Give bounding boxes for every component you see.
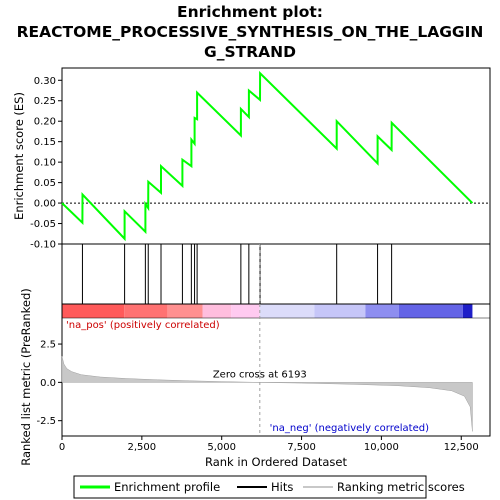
- es-ytick-label: -0.10: [30, 240, 56, 251]
- color-bar-segment: [167, 304, 203, 318]
- color-bar-segment: [231, 304, 260, 318]
- color-bar-segment: [462, 304, 473, 318]
- rank-ylabel: Ranked list metric (PreRanked): [19, 288, 33, 466]
- rank-xtick-label: 10,000: [364, 442, 399, 453]
- legend-hits-label: Hits: [271, 480, 293, 494]
- zero-cross-label: Zero cross at 6193: [213, 369, 307, 380]
- color-bar-segment: [398, 304, 463, 318]
- ranking-metric-area: [61, 356, 473, 432]
- rank-xtick-label: 0: [59, 442, 65, 453]
- chart-title-line2: REACTOME_PROCESSIVE_SYNTHESIS_ON_THE_LAG…: [17, 23, 484, 41]
- es-ytick-label: -0.05: [30, 219, 56, 230]
- rank-xtick-label: 2,500: [128, 442, 157, 453]
- rank-panel: Zero cross at 6193 'na_pos' (positively …: [19, 244, 491, 469]
- legend-ranking-label: Ranking metric scores: [337, 480, 465, 494]
- color-bar-segment: [259, 304, 315, 318]
- es-ylabel: Enrichment score (ES): [12, 92, 26, 220]
- color-bar-segment: [62, 304, 125, 318]
- rank-xlabel: Rank in Ordered Dataset: [205, 455, 348, 469]
- color-bar-segment: [202, 304, 232, 318]
- color-bar-segment: [124, 304, 168, 318]
- chart-title-line3: G_STRAND: [204, 43, 296, 61]
- legend-enrichment-label: Enrichment profile: [114, 480, 220, 494]
- rank-ytick-label: 2.5: [40, 340, 56, 351]
- hits-panel: [61, 243, 491, 305]
- color-bar-segment: [314, 304, 366, 318]
- rank-xtick-label: 12,500: [444, 442, 479, 453]
- es-ytick-label: 0.15: [34, 137, 56, 148]
- enrichment-profile-line: [61, 70, 474, 242]
- hits-panel-frame: [61, 243, 491, 305]
- color-bar: [61, 303, 491, 319]
- color-bar-segment: [365, 304, 399, 318]
- rank-ytick-label: -2.5: [36, 416, 56, 427]
- rank-xtick-label: 7,500: [287, 442, 316, 453]
- rank-xtick-label: 5,000: [207, 442, 236, 453]
- legend: Enrichment profile Hits Ranking metric s…: [73, 475, 465, 499]
- es-ytick-label: 0.00: [34, 199, 56, 210]
- es-ytick-label: 0.05: [34, 178, 56, 189]
- es-ytick-label: 0.30: [34, 76, 56, 87]
- pos-correlated-label: 'na_pos' (positively correlated): [66, 320, 220, 331]
- es-ytick-label: 0.10: [34, 158, 56, 169]
- es-ytick-label: 0.20: [34, 117, 56, 128]
- chart-title-line1: Enrichment plot:: [177, 3, 323, 21]
- neg-correlated-label: 'na_neg' (negatively correlated): [270, 423, 429, 434]
- es-panel: -0.10 -0.05 0.00 0.05 0.10 0.15 0.20 0.25 0.30 E…: [12, 67, 491, 251]
- es-ytick-label: 0.25: [34, 96, 56, 107]
- es-panel-frame: [61, 67, 491, 245]
- rank-ytick-label: 0.0: [40, 378, 56, 389]
